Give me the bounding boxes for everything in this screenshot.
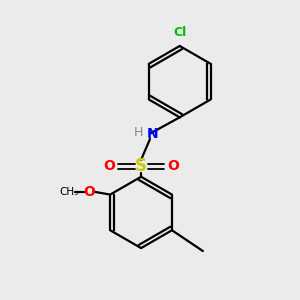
Text: N: N xyxy=(147,127,158,141)
Text: O: O xyxy=(83,184,95,199)
Text: CH₃: CH₃ xyxy=(59,187,79,196)
Text: H: H xyxy=(134,126,143,139)
Text: O: O xyxy=(103,159,115,173)
Text: S: S xyxy=(135,157,147,175)
Text: O: O xyxy=(167,159,179,173)
Text: Cl: Cl xyxy=(173,26,186,39)
